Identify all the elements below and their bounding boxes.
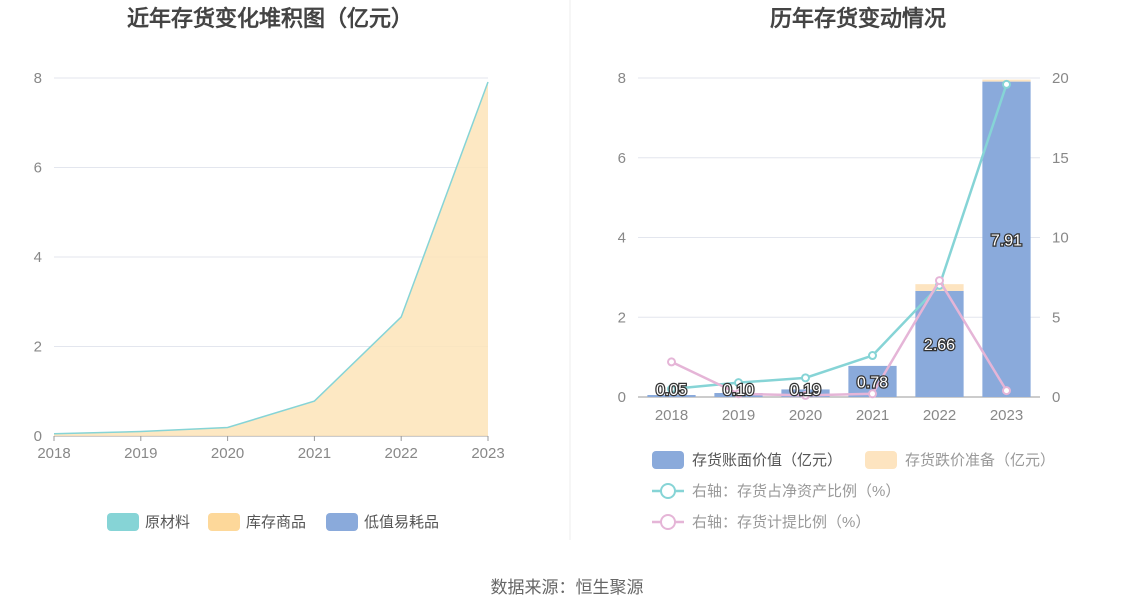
y2-tick-label: 10: [1052, 230, 1069, 247]
x-tick-label: 2023: [990, 407, 1023, 424]
legend-label[interactable]: 低值易耗品: [364, 514, 439, 531]
line-point[interactable]: [734, 389, 743, 399]
y-tick-label: 6: [618, 150, 626, 167]
line-point[interactable]: [1002, 79, 1011, 89]
line-point[interactable]: [1002, 386, 1011, 396]
combo-chart-y-axis-right: 0 5 10 15 20: [1052, 70, 1069, 406]
legend-marker[interactable]: [660, 483, 676, 499]
area-chart-legend[interactable]: 原材料 库存商品 低值易耗品: [107, 513, 439, 531]
legend-swatch[interactable]: [865, 451, 897, 469]
legend-label[interactable]: 存货账面价值（亿元）: [692, 452, 842, 469]
legend-label[interactable]: 库存商品: [246, 514, 306, 531]
y-tick-label: 4: [618, 230, 626, 247]
legend-marker[interactable]: [660, 514, 676, 530]
x-tick-label: 2020: [211, 445, 244, 462]
x-tick-label: 2023: [471, 445, 504, 462]
legend-swatch[interactable]: [652, 451, 684, 469]
combo-chart-bar-labels: 0.05 0.10 0.19 0.78 2.66 7.91: [655, 231, 1024, 400]
bar-value-label: 2.66: [924, 337, 955, 354]
combo-chart-y-axis-left: 0 2 4 6 8: [618, 70, 626, 406]
x-tick-label: 2021: [298, 445, 331, 462]
combo-chart-lines: [667, 79, 1011, 400]
line-point[interactable]: [935, 276, 944, 286]
combo-chart: 历年存货变动情况 0.05 0.10 0.19 0.782.667.91 02468 …: [618, 6, 1069, 531]
line-point[interactable]: [801, 390, 810, 400]
bar-book-value[interactable]: [647, 395, 696, 397]
y2-tick-label: 20: [1052, 70, 1069, 87]
line-series-1: [671, 83, 1008, 391]
y-tick-label: 8: [618, 70, 626, 87]
y-tick-label: 6: [34, 160, 42, 177]
combo-chart-title: 历年存货变动情况: [770, 6, 946, 31]
bar-value-label: 0.10: [723, 382, 754, 399]
legend-label[interactable]: 右轴：存货计提比例（%）: [692, 514, 870, 531]
bar-value-label: 0.05: [656, 382, 687, 399]
combo-chart-legend[interactable]: 存货账面价值（亿元） 存货跌价准备（亿元） 右轴：存货占净资产比例（%） 右轴：存货计…: [652, 451, 1055, 531]
legend-label[interactable]: 存货跌价准备（亿元）: [905, 452, 1055, 469]
x-tick-label: 2019: [124, 445, 157, 462]
x-tick-label: 2022: [923, 407, 956, 424]
legend-swatch[interactable]: [208, 513, 240, 531]
combo-chart-bars: [647, 79, 1031, 398]
legend-label[interactable]: 右轴：存货占净资产比例（%）: [692, 483, 900, 500]
y-tick-label: 8: [34, 70, 42, 87]
y-tick-label: 0: [618, 389, 626, 406]
legend-swatch[interactable]: [107, 513, 139, 531]
line-point[interactable]: [868, 389, 877, 399]
y2-tick-label: 15: [1052, 150, 1069, 167]
y2-tick-label: 0: [1052, 389, 1060, 406]
legend-swatch[interactable]: [326, 513, 358, 531]
line-point[interactable]: [734, 378, 743, 388]
area-chart-series: [53, 81, 489, 436]
legend-label[interactable]: 原材料: [145, 514, 190, 531]
area-chart-title: 近年存货变化堆积图（亿元）: [127, 6, 413, 31]
bar-value-label: 0.19: [790, 382, 821, 399]
bar-value-label: 0.78: [857, 374, 888, 391]
y2-tick-label: 5: [1052, 309, 1060, 326]
x-tick-label: 2021: [856, 407, 889, 424]
x-tick-label: 2020: [789, 407, 822, 424]
line-point[interactable]: [667, 357, 676, 367]
x-tick-label: 2018: [655, 407, 688, 424]
y-tick-label: 0: [34, 428, 42, 445]
x-tick-label: 2019: [722, 407, 755, 424]
y-tick-label: 2: [618, 309, 626, 326]
x-tick-label: 2022: [385, 445, 418, 462]
area-chart-x-axis: 2018 2019 2020 2021 2022 2023: [37, 436, 505, 462]
line-point[interactable]: [801, 373, 810, 383]
area-chart-y-axis: 0 2 4 6 8: [34, 70, 42, 445]
x-tick-label: 2018: [37, 445, 70, 462]
y-tick-label: 4: [34, 249, 42, 266]
area-chart: 近年存货变化堆积图（亿元） 0 2 4 6 8 2018 2019 2020 2021 2022…: [34, 6, 505, 531]
bar-value-label: 7.91: [991, 232, 1022, 249]
combo-chart-grid: [638, 77, 1040, 398]
line-point[interactable]: [868, 351, 877, 361]
line-series-2: [670, 278, 1008, 397]
area-series-2: [54, 82, 488, 436]
y-tick-label: 2: [34, 339, 42, 356]
data-source: 数据来源：恒生聚源: [491, 578, 644, 597]
line-point[interactable]: [667, 384, 676, 394]
area-series-line-2: [53, 81, 489, 435]
combo-chart-x-axis: 2018 2019 2020 2021 2022 2023: [655, 407, 1023, 424]
